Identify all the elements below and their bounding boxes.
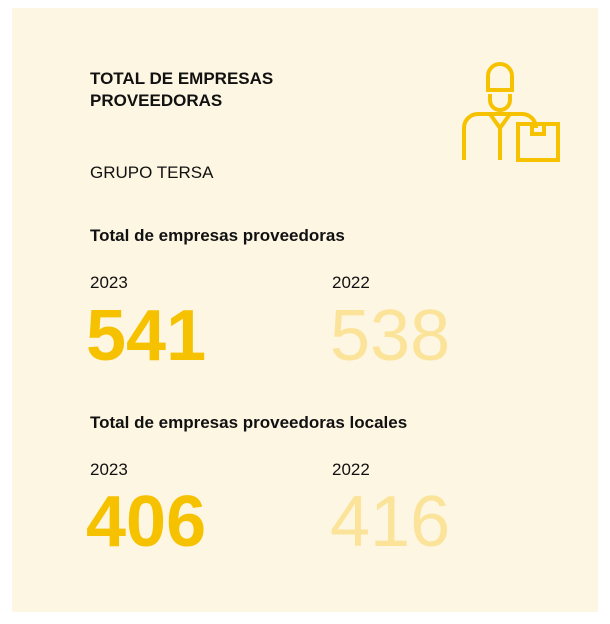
current-value: 541: [86, 296, 207, 376]
delivery-icon: [462, 62, 560, 162]
year: 2022: [332, 273, 370, 292]
section-heading: Total de empresas proveedoras locales: [90, 413, 408, 432]
title: TOTAL DE EMPRESAS PROVEEDORAS: [90, 69, 274, 110]
current-value: 406: [86, 482, 207, 562]
year: 2023: [90, 460, 128, 479]
card: TOTAL DE EMPRESAS PROVEEDORAS GRUPO TERS…: [12, 8, 598, 612]
previous-value: 416: [330, 482, 451, 562]
section-heading: Total de empresas proveedoras: [90, 226, 345, 245]
year: 2023: [90, 273, 128, 292]
group-name: GRUPO TERSA: [90, 163, 214, 182]
year: 2022: [332, 460, 370, 479]
previous-value: 538: [330, 296, 451, 376]
